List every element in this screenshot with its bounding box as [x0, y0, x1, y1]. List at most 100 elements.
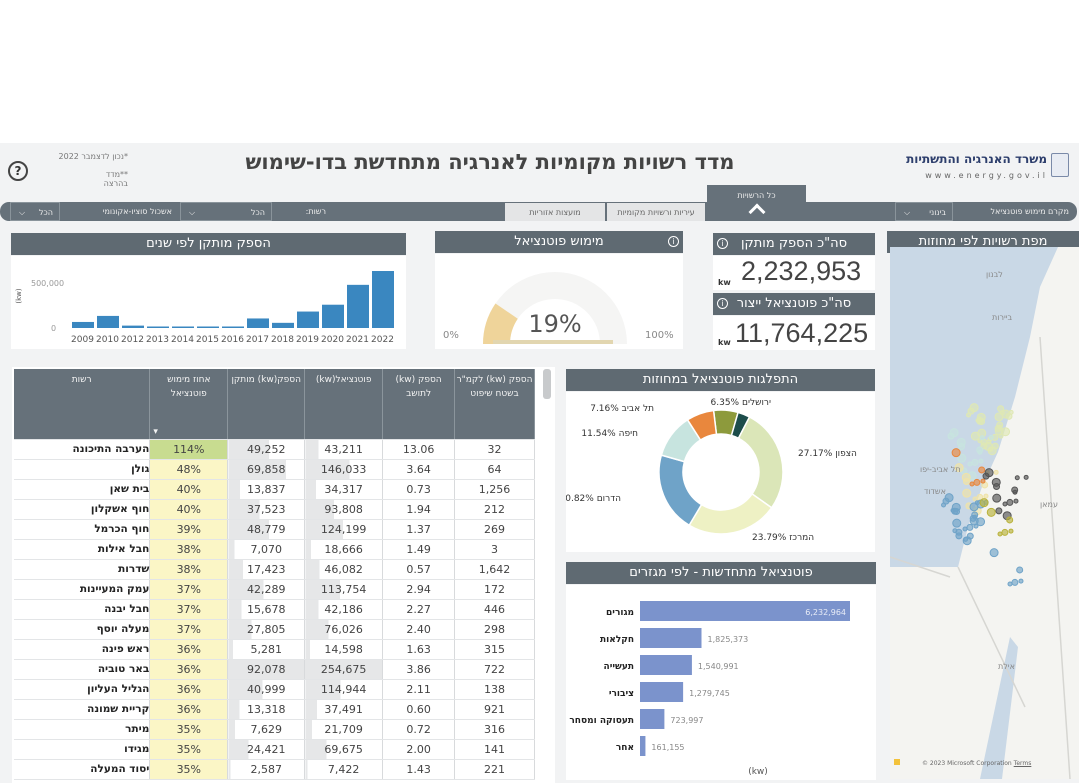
sector-value: 161,155: [651, 743, 684, 752]
year-bar: [297, 311, 319, 328]
capacity-per-resident: 1.37: [382, 519, 456, 540]
map-copyright: © 2023 Microsoft Corporation Terms: [894, 759, 1031, 767]
authority-dot: [963, 536, 969, 542]
capacity-per-resident: 0.73: [382, 479, 456, 500]
table-scrollbar[interactable]: [543, 369, 551, 399]
capacity-per-km2: 64: [454, 459, 535, 480]
column-header[interactable]: הספק (kw) לתושב: [382, 369, 456, 440]
table-row[interactable]: יסוד המעלה 35% 2,587 7,422 1.43 221: [14, 759, 535, 780]
x-tick-label: 2017: [246, 335, 269, 345]
potential: 18,666: [304, 539, 384, 560]
table-row[interactable]: חבל אילות 38% 7,070 18,666 1.49 3: [14, 539, 535, 560]
tab-all-authorities[interactable]: כל הרשויות: [707, 185, 806, 221]
installed-capacity: 7,070: [227, 539, 306, 560]
authority-dot: [1002, 501, 1008, 507]
table-row[interactable]: גולן 48% 69,858 146,033 3.64 64: [14, 459, 535, 480]
tab-municipalities[interactable]: עיריות ורשויות מקומיות: [607, 203, 705, 221]
map-place-label: אילת: [998, 662, 1015, 671]
sort-descending-icon[interactable]: ▾: [153, 426, 158, 437]
info-icon[interactable]: i: [668, 236, 679, 247]
table-row[interactable]: הערבה התיכונה 114% 49,252 43,211 13.06 32: [14, 439, 535, 460]
authority-name: ראש פינה: [14, 639, 151, 660]
installed-capacity: 13,318: [227, 699, 306, 720]
help-button[interactable]: ?: [8, 161, 28, 181]
gauge-baseline: [493, 340, 613, 344]
sector-bar: [640, 682, 684, 702]
capacity-per-resident: 2.40: [382, 619, 456, 640]
authority-dropdown[interactable]: הכל ⌵: [180, 202, 272, 221]
table-row[interactable]: באר טוביה 36% 92,078 254,675 3.86 722: [14, 659, 535, 680]
sector-bar: [640, 736, 646, 756]
authorities-table: רשות אחוז מימוש פוטנציאל ▾ הספק(kw) מותקן פו…: [14, 369, 535, 780]
table-row[interactable]: חבל יבנה 37% 15,678 42,186 2.27 446: [14, 599, 535, 620]
x-tick-label: 2012: [121, 335, 144, 345]
map-place-label: לבנון: [986, 270, 1003, 279]
sector-bar: [640, 709, 665, 729]
table-row[interactable]: שדרות 38% 17,423 46,082 0.57 1,642: [14, 559, 535, 580]
border-line: [890, 336, 1071, 779]
authority-name: בית שאן: [14, 479, 151, 500]
installed-capacity: 5,281: [227, 639, 306, 660]
socio-value-dropdown[interactable]: הכל ⌵: [10, 202, 60, 221]
capacity-per-resident: 0.72: [382, 719, 456, 740]
gauge-max: 100%: [645, 330, 674, 341]
authority-name: יסוד המעלה: [14, 759, 151, 780]
installed-capacity: 15,678: [227, 599, 306, 620]
potential: 76,026: [304, 619, 384, 640]
table-row[interactable]: מגידו 35% 24,421 69,675 2.00 141: [14, 739, 535, 760]
authority-dot: [979, 435, 985, 441]
table-row[interactable]: הגליל העליון 36% 40,999 114,944 2.11 138: [14, 679, 535, 700]
realization-pct: 39%: [149, 519, 229, 540]
x-tick-label: 2021: [346, 335, 369, 345]
sector-label: חקלאות: [600, 635, 634, 645]
authority-dot: [958, 442, 966, 450]
table-row[interactable]: מיתר 35% 7,629 21,709 0.72 316: [14, 719, 535, 740]
x-tick-label: 2022: [371, 335, 394, 345]
ministry-website[interactable]: www.energy.gov.il: [925, 171, 1048, 180]
authority-dot: [967, 461, 973, 467]
authority-dot: [989, 548, 999, 558]
table-row[interactable]: מעלה יוסף 37% 27,805 76,026 2.40 298: [14, 619, 535, 640]
yearly-bar-chart: 500,000 0 (kw) 2009 2010 2012 2013 2014 2015 2016…: [15, 271, 394, 345]
map-terms-link[interactable]: Terms: [1013, 760, 1032, 767]
table-row[interactable]: עמק המעיינות 37% 42,289 113,754 2.94 172: [14, 579, 535, 600]
capacity-per-km2: 221: [454, 759, 535, 780]
authority-name: חוף אשקלון: [14, 499, 151, 520]
info-icon[interactable]: i: [717, 298, 728, 309]
installed-capacity: 24,421: [227, 739, 306, 760]
table-row[interactable]: חוף הכרמל 39% 48,779 124,199 1.37 269: [14, 519, 535, 540]
potential: 43,211: [304, 439, 384, 460]
authority-dot: [976, 416, 982, 422]
tab-regional-councils[interactable]: מועצות אזוריות: [505, 203, 605, 221]
districts-map[interactable]: לבנון ביירות תל אביב-יפו אשדוד עמאן אילת: [890, 247, 1079, 779]
table-row[interactable]: בית שאן 40% 13,837 34,317 0.73 1,256: [14, 479, 535, 500]
x-tick-label: 2009: [71, 335, 94, 345]
authority-dot: [969, 481, 975, 487]
table-row[interactable]: חוף אשקלון 40% 37,523 93,808 1.94 212: [14, 499, 535, 520]
table-row[interactable]: ראש פינה 36% 5,281 14,598 1.63 315: [14, 639, 535, 660]
realization-range-dropdown[interactable]: בינוני ⌵: [895, 202, 953, 221]
column-header[interactable]: אחוז מימוש פוטנציאל ▾: [149, 369, 229, 440]
authority-dot: [966, 532, 974, 540]
year-bar: [347, 284, 369, 328]
capacity-per-resident: 1.63: [382, 639, 456, 660]
authority-name: חבל יבנה: [14, 599, 151, 620]
column-header[interactable]: הספק(kw) מותקן: [227, 369, 306, 440]
authority-dot: [966, 523, 974, 531]
info-icon[interactable]: i: [717, 238, 728, 249]
column-header[interactable]: הספק (kw) לקמ"ר בשטח שיפוט: [454, 369, 535, 440]
capacity-per-km2: 298: [454, 619, 535, 640]
authority-dot: [983, 493, 989, 499]
potential-kpi-title: סה"כ פוטנציאל ייצור i: [713, 293, 875, 315]
column-header[interactable]: פוטנציאל(kw): [304, 369, 384, 440]
map-panel[interactable]: לבנון ביירות תל אביב-יפו אשדוד עמאן אילת © 20…: [890, 247, 1079, 779]
authority-dot: [1013, 498, 1019, 504]
capacity-per-km2: 446: [454, 599, 535, 620]
potential: 93,808: [304, 499, 384, 520]
authority-dot: [969, 514, 977, 522]
capacity-per-resident: 0.60: [382, 699, 456, 720]
column-header[interactable]: רשות: [14, 369, 151, 440]
table-row[interactable]: קריית שמונה 36% 13,318 37,491 0.60 921: [14, 699, 535, 720]
capacity-per-resident: 2.94: [382, 579, 456, 600]
authority-dot: [1007, 581, 1013, 587]
